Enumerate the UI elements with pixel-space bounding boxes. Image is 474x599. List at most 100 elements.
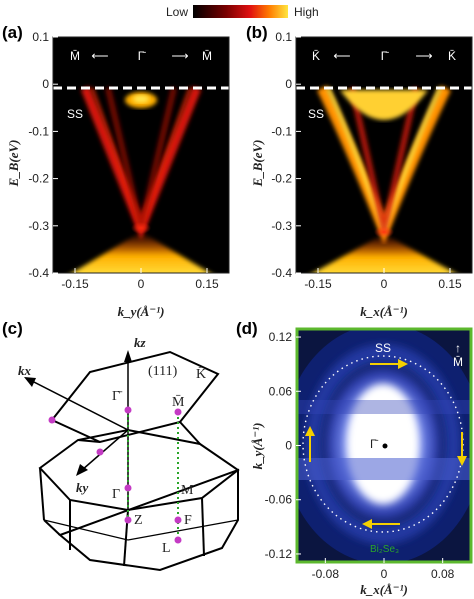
m-label: M: [181, 483, 194, 498]
panel-b-spectrum: [312, 85, 456, 273]
l-point: [174, 536, 182, 544]
panel-d-map: [296, 328, 472, 563]
panel-b-ytick-label: -0.3: [271, 219, 292, 233]
kx-axis: [29, 379, 129, 431]
panel-b-arrow-left: ⟵: [333, 49, 350, 63]
kx-label: kx: [18, 363, 32, 378]
kx-arrow-icon: [24, 377, 36, 387]
panel-b-letter: (b): [246, 23, 268, 42]
panel-b-ytick-label: -0.1: [271, 124, 292, 138]
panel-a-arrow-right: ⟶: [171, 49, 188, 63]
panel-a-dir-left: M̄: [70, 49, 80, 63]
panel-d: (d) SS Γ̄ ↑ M̄ Bi₂S: [236, 319, 473, 597]
panel-d-up-arrow: ↑: [455, 341, 461, 355]
gamma-bar-point: [124, 406, 132, 414]
f-label: F: [184, 513, 192, 528]
panel-a-spectrum: [71, 86, 211, 273]
panel-a-dir-right: M̄: [202, 49, 212, 63]
gamma-label: Γ: [112, 487, 120, 502]
panel-b-dir-center: Γ̄: [381, 49, 390, 63]
kz-label: kz: [134, 335, 147, 350]
panel-b-dir-right: K̄: [448, 49, 456, 63]
top-face-point: [96, 448, 104, 456]
panel-d-gamma-label: Γ̄: [370, 437, 379, 451]
m-bar-point: [174, 408, 182, 416]
panel-b-xtick-label: -0.15: [304, 277, 332, 291]
bulk-bz: [38, 421, 240, 572]
kz-arrow-icon: [124, 350, 132, 362]
colorbar-high-label: High: [294, 5, 319, 19]
gamma-bar-label: Γ̄: [112, 389, 123, 404]
panel-b-xtick-label: 0.15: [438, 277, 462, 291]
panel-a-ytick-label: -0.2: [28, 172, 49, 186]
panel-a-axes: -0.15 0 0.15 0.1 0 -0.1 -0.2 -0.3 -0.4: [28, 30, 219, 291]
panel-d-xtick-label: 0: [381, 567, 388, 581]
panel-a-xtick-label: 0: [138, 277, 145, 291]
panel-c-letter: (c): [2, 319, 23, 338]
panel-d-ylabel: k_y(Å⁻¹): [250, 423, 265, 470]
panel-d-xtick-label: 0.08: [431, 567, 455, 581]
panel-d-ytick-label: -0.06: [265, 493, 293, 507]
panel-b-ytick-label: -0.4: [271, 266, 292, 280]
panel-d-ytick-label: 0.06: [269, 384, 293, 398]
ky-axis: [81, 429, 129, 471]
panel-b-xlabel: k_x(Å⁻¹): [360, 304, 408, 319]
ky-arrow-icon: [76, 464, 88, 476]
f-point: [174, 516, 182, 524]
ky-label: ky: [76, 480, 89, 495]
panel-b: (b) K̄ ⟵ Γ̄ ⟶ K̄ SS -0.15 0 0.150.10-0.1-0…: [246, 23, 473, 319]
panel-a-ytick-label: 0.1: [32, 30, 49, 44]
high-symmetry-points: [48, 406, 182, 544]
panel-b-ylabel: E_B(eV): [250, 140, 265, 188]
panel-a-xtick-label: 0.15: [195, 277, 219, 291]
k-bar-label: K̄: [196, 366, 206, 382]
panel-a-arrow-left: ⟵: [91, 49, 108, 63]
panel-b-ss-label: SS: [308, 107, 324, 121]
panel-a-ytick-label: -0.3: [28, 219, 49, 233]
panel-a-ytick-label: -0.1: [28, 124, 49, 138]
panel-c: (c) kz (111) kx K̄ Γ̄ M̄: [2, 319, 240, 572]
k-edge-point: [48, 416, 56, 424]
l-label: L: [162, 541, 171, 556]
panel-b-axes: -0.15 0 0.15 0.1 0 -0.1 -0.2 -0.3 -0.4: [271, 30, 462, 291]
panel-d-letter: (d): [236, 319, 258, 338]
panel-d-material: Bi₂Se₃: [370, 544, 399, 555]
panel-b-ytick-label: 0.1: [275, 30, 292, 44]
colorbar-gradient: [193, 5, 288, 18]
panel-d-ytick-label: 0.12: [269, 330, 293, 344]
panel-b-plot: K̄ ⟵ Γ̄ ⟶ K̄ SS: [295, 36, 473, 274]
panel-a-plot: M̄ ⟵ Γ̄ ⟶ M̄ SS: [52, 36, 230, 274]
z-label: Z: [134, 513, 143, 528]
colorbar-low-label: Low: [166, 5, 188, 19]
panel-b-arrow-right: ⟶: [415, 49, 432, 63]
surface-label: (111): [148, 364, 178, 379]
panel-a-xtick-label: -0.15: [61, 277, 89, 291]
panel-d-xlabel: k_x(Å⁻¹): [360, 582, 408, 597]
panel-d-ss-label: SS: [375, 341, 391, 355]
panel-a-ss-label: SS: [67, 107, 83, 121]
panel-b-xtick-label: 0: [381, 277, 388, 291]
panel-a-dir-center: Γ̄: [138, 49, 147, 63]
panel-b-dir-left: K̄: [312, 49, 320, 63]
m-bar-label: M̄: [172, 394, 185, 410]
panel-a-ylabel: E_B(eV): [6, 140, 21, 188]
panel-d-xtick-label: -0.08: [312, 567, 340, 581]
panel-b-ytick-label: -0.2: [271, 172, 292, 186]
spin-arrows: [305, 359, 467, 529]
panel-a-ytick-label: -0.4: [28, 266, 49, 280]
panel-b-ytick-label: 0: [285, 77, 292, 91]
gamma-center-dot: [382, 443, 388, 449]
z-point: [124, 516, 132, 524]
colorbar: Low High: [166, 5, 319, 19]
panel-a-xlabel: k_y(Å⁻¹): [118, 304, 165, 319]
surface-bz-hexagon: [50, 350, 220, 444]
gamma-point: [124, 484, 132, 492]
panel-d-plot: SS Γ̄ ↑ M̄ Bi₂Se₃: [295, 327, 473, 564]
panel-d-ytick-label: -0.12: [265, 547, 293, 561]
panel-d-axes: -0.08 0 0.08 0.12 0.06 0 -0.06 -0.12: [265, 330, 455, 581]
panel-a: (a) M̄ ⟵ Γ̄ ⟶ M̄ SS -0.15 0 0.150.10-0.1-0…: [2, 23, 230, 319]
panel-d-m-label: M̄: [453, 355, 463, 369]
panel-a-letter: (a): [2, 23, 23, 42]
panel-a-ytick-label: 0: [42, 77, 49, 91]
